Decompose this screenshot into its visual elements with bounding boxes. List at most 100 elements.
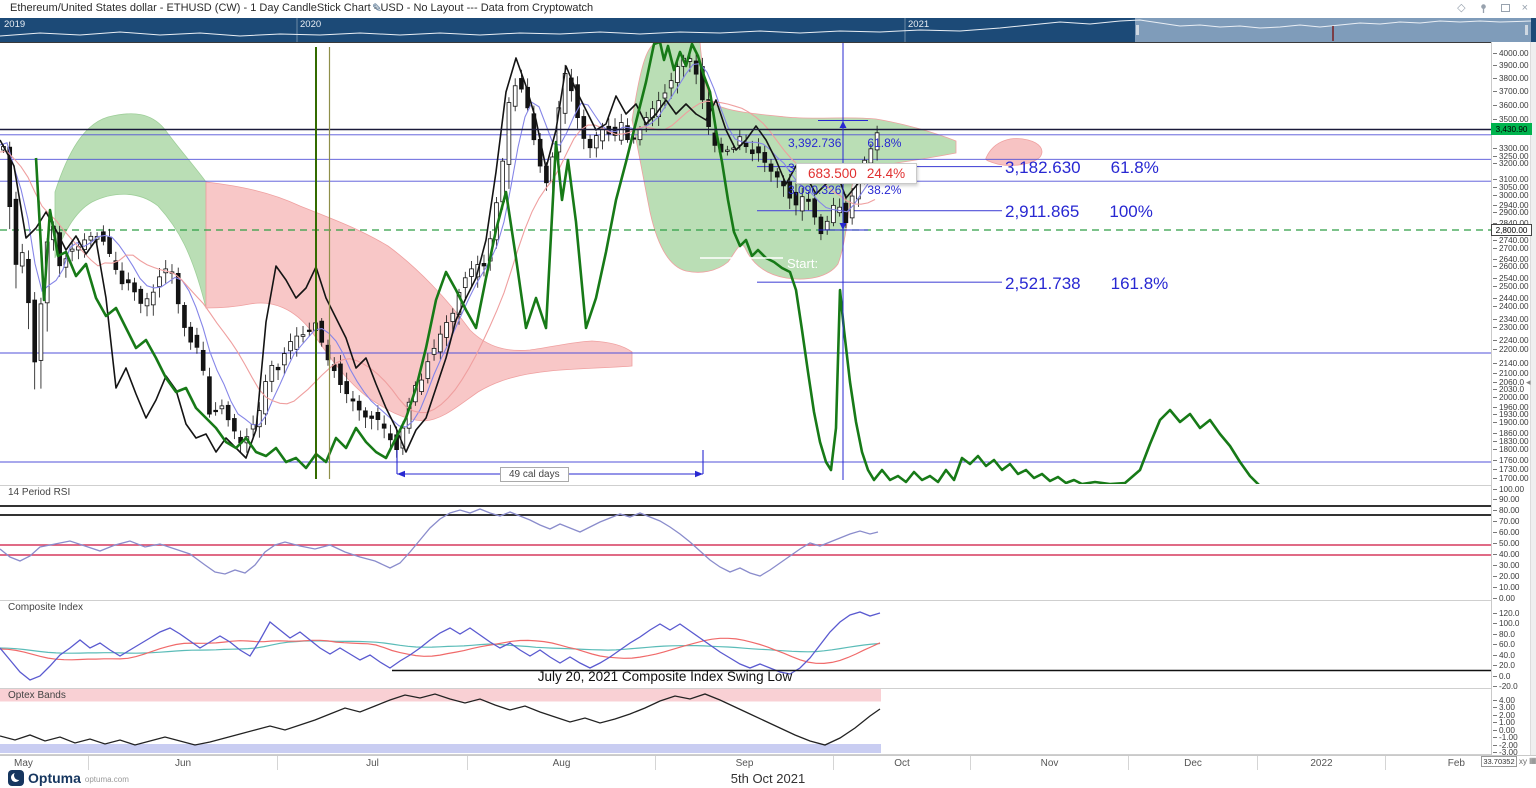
composite-panel <box>0 611 1491 681</box>
optex-tick: 2.00 <box>1493 711 1515 720</box>
fib-level-61-8-small[interactable]: 3,392.736 61.8% <box>788 136 902 150</box>
diamond-icon[interactable]: ◇ <box>1457 2 1466 14</box>
price-tick: 1830.00 <box>1493 437 1529 446</box>
overlay-line-green <box>34 43 1260 484</box>
month-label: Feb <box>1385 756 1491 771</box>
chart-canvas[interactable] <box>0 42 1491 755</box>
price-tick: 2240.00 <box>1493 336 1529 345</box>
composite-slow-line <box>0 640 881 654</box>
price-tick: 1860.00 <box>1493 429 1529 438</box>
optex-panel <box>0 689 881 753</box>
composite-swing-low-annotation[interactable]: July 20, 2021 Composite Index Swing Low <box>537 669 793 684</box>
rsi-tick: 20.00 <box>1493 572 1520 581</box>
rsi-tick: 60.00 <box>1493 528 1520 537</box>
optuma-logo-icon <box>8 770 24 786</box>
rsi-tick: 10.00 <box>1493 583 1520 592</box>
price-panel <box>0 43 1491 484</box>
optex-tick: 1.00 <box>1493 718 1515 727</box>
price-tick: 1760.00 <box>1493 456 1529 465</box>
composite-tick: 120.0 <box>1493 609 1520 618</box>
fib-level-61-8-big[interactable]: 3,182.630 61.8% <box>1005 158 1159 177</box>
price-tick: 2700.00 <box>1493 244 1529 253</box>
candlesticks <box>1 53 880 458</box>
marked-price-badge: 2,800.00 <box>1491 224 1532 236</box>
price-tick: 2200.00 <box>1493 345 1529 354</box>
month-label: May <box>14 758 33 769</box>
price-tick: 2840.00 <box>1493 219 1529 228</box>
rsi-tick: 30.00 <box>1493 561 1520 570</box>
month-label: Sep <box>655 756 833 771</box>
price-tick: 2440.00 <box>1493 294 1529 303</box>
price-tick: 2900.00 <box>1493 208 1529 217</box>
xy-tool-label[interactable]: xy <box>1519 757 1527 766</box>
month-label: Jul <box>277 756 467 771</box>
ichimoku-cloud-green-left <box>54 113 207 309</box>
price-tick: 3100.00 <box>1493 175 1529 184</box>
price-tick: 2400.00 <box>1493 302 1529 311</box>
fib-level-100-big[interactable]: 2,911.865 100% <box>1005 202 1153 221</box>
optex-panel-label: Optex Bands <box>8 690 66 701</box>
composite-tick: 80.0 <box>1493 630 1515 639</box>
optex-tick: 3.00 <box>1493 703 1515 712</box>
rsi-tick: 0.00 <box>1493 594 1515 603</box>
optuma-brand[interactable]: Optuma optuma.com <box>8 770 129 786</box>
price-tick: 3200.00 <box>1493 159 1529 168</box>
price-axis[interactable]: 4000.00 3900.00 3800.00 3700.00 3600.00 3500.… <box>1491 42 1531 757</box>
price-tick: 3800.00 <box>1493 74 1529 83</box>
price-tick: 3900.00 <box>1493 61 1529 70</box>
price-tick: 3700.00 <box>1493 87 1529 96</box>
chart-title: Ethereum/United States dollar - ETHUSD (… <box>10 2 594 14</box>
rsi-tick: 70.00 <box>1493 517 1520 526</box>
price-tick: 3500.00 <box>1493 115 1529 124</box>
price-tick: 1800.00 <box>1493 445 1529 454</box>
price-tick: 1930.00 <box>1493 410 1529 419</box>
price-range-tooltip: 683.500 24.4% <box>796 163 918 184</box>
ichimoku-cloud-red <box>205 181 633 422</box>
close-icon[interactable]: × <box>1521 2 1528 14</box>
rsi-tick: 40.00 <box>1493 550 1520 559</box>
rsi-panel-label: 14 Period RSI <box>8 487 71 498</box>
rsi-tick: 50.00 <box>1493 539 1520 548</box>
title-bar: Ethereum/United States dollar - ETHUSD (… <box>0 0 1536 18</box>
price-tick: 2030.0 <box>1493 385 1524 394</box>
range-days-label[interactable]: 49 cal days <box>500 467 569 482</box>
optex-line <box>0 693 881 746</box>
fib-level-38-2-small[interactable]: 3,090.326 38.2% <box>788 183 902 197</box>
composite-tick: 20.0 <box>1493 661 1515 670</box>
composite-tick: 100.0 <box>1493 619 1520 628</box>
optex-tick: -1.00 <box>1493 733 1518 742</box>
composite-tick: 0.0 <box>1493 672 1510 681</box>
axis-scrollbar[interactable]: ◂ <box>1526 42 1536 755</box>
price-tick: 2940.00 <box>1493 201 1529 210</box>
fib-level-161-8-big[interactable]: 2,521.738 161.8% <box>1005 274 1169 293</box>
ichimoku-cloud-red-future <box>985 138 1043 166</box>
optex-lower-band <box>0 744 881 753</box>
kijun-line <box>0 100 876 414</box>
brand-name: Optuma <box>28 770 81 786</box>
price-tick: 2340.00 <box>1493 315 1529 324</box>
price-tick: 3000.00 <box>1493 191 1529 200</box>
price-tick: 1700.00 <box>1493 474 1529 483</box>
price-tick: 3600.00 <box>1493 101 1529 110</box>
price-tick: 2100.00 <box>1493 369 1529 378</box>
month-label: Aug <box>467 756 655 771</box>
optex-tick: 4.00 <box>1493 696 1515 705</box>
price-tick: 1730.00 <box>1493 465 1529 474</box>
year-label: 2019 <box>4 19 26 30</box>
price-tick: 3250.00 <box>1493 152 1529 161</box>
optex-tick: -3.00 <box>1493 748 1518 757</box>
overlay-line-black <box>0 57 882 459</box>
pin-icon[interactable] <box>1478 3 1489 14</box>
price-tick: 2500.00 <box>1493 282 1529 291</box>
month-label: 2022 <box>1257 756 1385 771</box>
price-tick: 2060.0 <box>1493 378 1524 387</box>
restore-icon[interactable] <box>1500 4 1510 12</box>
navigator-sparkline <box>0 18 1532 42</box>
grid-tool-icon[interactable]: ▦ <box>1529 756 1536 765</box>
price-tick: 2740.00 <box>1493 236 1529 245</box>
price-tick: 1960.00 <box>1493 403 1529 412</box>
collapse-arrow-icon[interactable]: ◂ <box>1526 377 1531 387</box>
timeline-navigator[interactable]: 2019 2020 2021 <box>0 18 1536 43</box>
edit-title-icon[interactable]: ✎ <box>372 1 383 15</box>
composite-tick: -20.0 <box>1493 682 1518 691</box>
